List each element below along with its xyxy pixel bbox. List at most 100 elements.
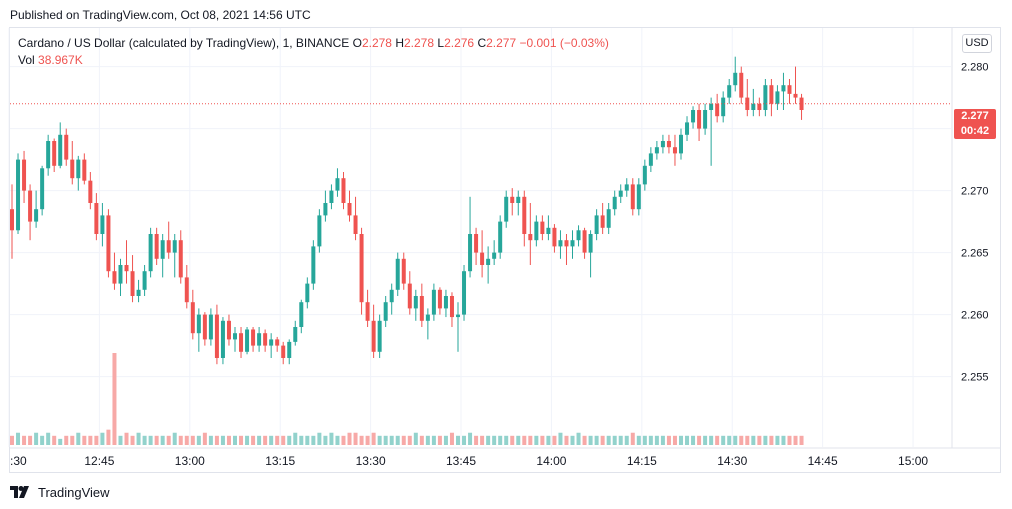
volume-bar <box>353 432 358 445</box>
candle-body <box>739 72 744 98</box>
volume-bar <box>642 435 647 445</box>
candle-body <box>389 289 394 303</box>
close-value: 2.277 <box>486 36 517 50</box>
volume-bar <box>468 432 473 445</box>
candle-body <box>576 230 581 241</box>
candle-body <box>678 134 683 154</box>
y-tick-label: 2.265 <box>961 248 989 260</box>
candle-body <box>172 240 177 253</box>
candle-body <box>16 159 21 231</box>
volume-bar <box>504 435 509 445</box>
candle-body <box>672 147 677 154</box>
volume-bar <box>576 432 581 445</box>
volume-bar <box>437 435 442 445</box>
candle-body <box>564 240 569 247</box>
volume-bar <box>455 435 460 445</box>
candle-body <box>76 159 81 179</box>
ohlc-row: Cardano / US Dollar (calculated by Tradi… <box>18 35 609 52</box>
candle-body <box>522 196 527 234</box>
volume-bar <box>305 435 310 445</box>
candle-body <box>347 203 352 216</box>
volume-bar <box>202 432 207 445</box>
candle-body <box>654 147 659 154</box>
candle-body <box>660 141 665 148</box>
candle-body <box>787 85 792 94</box>
x-tick-label: 13:30 <box>356 454 386 468</box>
volume-bar <box>293 432 298 445</box>
volume-bar <box>588 435 593 445</box>
volume-bar <box>82 435 87 445</box>
volume-bar <box>257 435 262 445</box>
candle-body <box>799 97 804 110</box>
candle-body <box>287 341 292 358</box>
candle-body <box>636 184 641 210</box>
volume-bar <box>703 435 708 445</box>
candle-body <box>685 122 690 135</box>
volume-bar <box>269 435 274 445</box>
candles <box>10 56 804 365</box>
volume-bar <box>516 435 521 445</box>
candle-body <box>70 159 75 179</box>
candle-body <box>715 103 720 117</box>
volume-bar <box>371 432 376 445</box>
candle-body <box>709 103 714 110</box>
candle-body <box>745 97 750 110</box>
candle-body <box>691 110 696 123</box>
volume-bar <box>419 435 424 445</box>
candle-body <box>540 221 545 234</box>
open-value: 2.278 <box>361 36 392 50</box>
candle-body <box>220 320 225 358</box>
candle-body <box>413 296 418 309</box>
candle-body <box>178 240 183 278</box>
candle-body <box>588 234 593 253</box>
volume-bar <box>654 435 659 445</box>
candle-body <box>46 141 51 169</box>
volume-bar <box>534 435 539 445</box>
volume-bar <box>570 435 575 445</box>
volume-bars <box>10 353 804 445</box>
candle-body <box>443 296 448 309</box>
candle-body <box>775 91 780 104</box>
candle-body <box>226 320 231 340</box>
tradingview-brand: TradingView <box>38 484 110 500</box>
candle-body <box>630 184 635 210</box>
volume-bar <box>148 435 153 445</box>
volume-bar <box>606 435 611 445</box>
volume-bar <box>727 435 732 445</box>
candle-body <box>431 289 436 315</box>
volume-bar <box>365 435 370 445</box>
volume-bar <box>214 435 219 445</box>
candle-body <box>118 265 123 284</box>
candle-body <box>94 203 99 234</box>
volume-bar <box>522 435 527 445</box>
volume-bar <box>52 435 57 445</box>
volume-bar <box>335 435 340 445</box>
candle-body <box>395 258 400 290</box>
candle-body <box>317 215 322 247</box>
candle-body <box>365 302 370 321</box>
volume-bar <box>510 435 515 445</box>
volume-bar <box>377 435 382 445</box>
volume-bar <box>317 432 322 445</box>
currency-button[interactable]: USD <box>962 34 992 53</box>
volume-bar <box>672 435 677 445</box>
candle-body <box>154 234 159 259</box>
volume-bar <box>425 435 430 445</box>
volume-bar <box>172 432 177 445</box>
symbol-title[interactable]: Cardano / US Dollar (calculated by Tradi… <box>18 36 350 50</box>
candle-body <box>793 93 798 98</box>
volume-bar <box>480 435 485 445</box>
y-tick-label: 2.255 <box>961 372 989 384</box>
volume-bar <box>34 432 39 445</box>
volume-bar <box>88 435 93 445</box>
candle-body <box>184 277 189 303</box>
candle-body <box>480 252 485 265</box>
footer[interactable]: TradingView <box>10 484 110 500</box>
candle-body <box>474 234 479 253</box>
open-label: O <box>352 36 362 50</box>
volume-bar <box>486 435 491 445</box>
volume-bar <box>498 435 503 445</box>
volume-bar <box>100 432 105 445</box>
tradingview-logo-icon <box>10 486 29 498</box>
